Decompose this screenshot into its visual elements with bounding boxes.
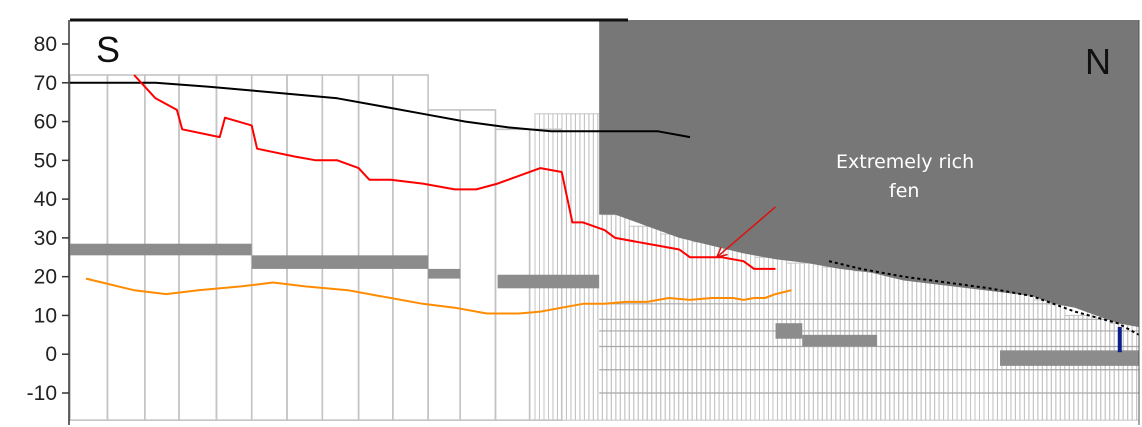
y-tick-label: 20 [34,266,57,289]
north-label: N [1085,41,1111,82]
y-tick-label: 80 [34,33,57,56]
shaded-area-layer [599,20,1139,328]
annotation-arrow-head [715,246,728,259]
y-tick-label: 60 [34,111,57,134]
series-line-black-dotted [828,260,1140,336]
y-tick-label: 50 [34,149,57,172]
y-tick-label: 10 [34,304,57,327]
y-tick-label: 30 [34,227,57,250]
y-tick-label: -10 [27,382,57,405]
series-line-black [70,81,691,139]
series-line-orange [85,277,792,315]
y-axis-ticks: 80 70 60 50 40 30 20 10 0 -10 [27,33,69,405]
y-tick-label: 0 [45,343,57,366]
grey-bar-3 [497,274,600,289]
annotation-arrow-shaft [716,206,777,258]
annotation-text-line2: fen [889,180,919,202]
grey-bar-5 [802,334,878,347]
grey-bar-1 [251,255,429,269]
y-tick-label: 70 [34,72,57,95]
grey-bar-2 [428,268,461,279]
south-label: S [96,29,120,70]
grey-bar-0 [70,243,252,256]
series-line-red [133,74,776,270]
annotation-arrow-layer [715,206,777,259]
grey-bar-6 [1000,350,1139,366]
annotation-text-line1: Extremely rich [836,151,974,173]
lines-layer [70,74,1140,353]
grey-bars-layer [70,243,1139,366]
shaded-fen-area [599,20,1139,328]
grey-bar-4 [775,323,803,339]
y-tick-label: 40 [34,188,57,211]
